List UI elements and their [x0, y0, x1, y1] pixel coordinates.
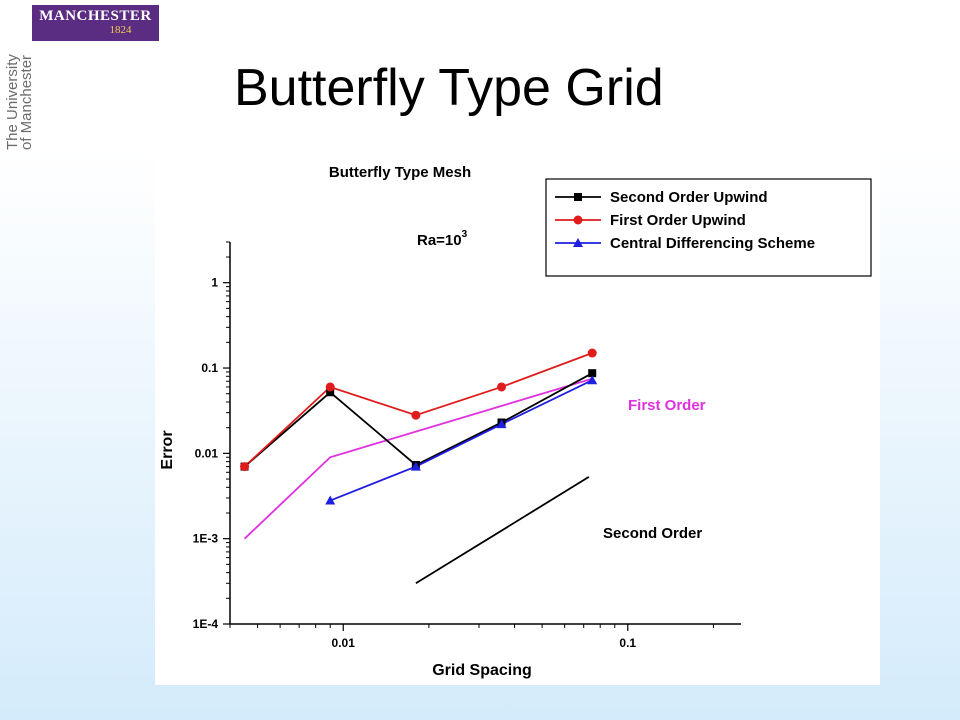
series-1-point [240, 462, 250, 472]
y-tick-label: 1 [211, 276, 218, 290]
chart-panel: 1 0.1 0.01 1E-3 1E-4 0.01 0.1 Butterfly Type M… [155, 155, 880, 685]
side-text-line2: of Manchester [18, 54, 35, 150]
legend-label-2: Central Differencing Scheme [610, 235, 815, 252]
chart-legend: Second Order Upwind First Order Upwind Cen… [545, 178, 872, 277]
series-0-point [588, 369, 597, 378]
series-1-point [411, 410, 421, 420]
legend-box [545, 178, 872, 277]
x-axis-label: Grid Spacing [432, 662, 532, 679]
y-axis-label: Error [159, 430, 176, 469]
series-2-point [325, 495, 336, 505]
series-line-1 [243, 352, 593, 468]
label-first-order: First Order [628, 397, 706, 414]
annotation-ra-base: Ra=10 [417, 232, 462, 249]
series-0-point [326, 388, 335, 397]
legend-label-1: First Order Upwind [610, 212, 746, 229]
y-tick-label: 1E-4 [193, 617, 219, 631]
slide-title: Butterfly Type Grid [234, 59, 664, 117]
series-1-point [325, 382, 335, 392]
logo-year: 1824 [109, 24, 132, 36]
series-line-0 [243, 372, 593, 468]
annotation-ra: Ra=103 [417, 229, 468, 249]
university-logo: MANCHESTER 1824 [32, 5, 159, 41]
reference-line-first-order [243, 377, 593, 540]
series-1-point [497, 382, 507, 392]
legend-label-0: Second Order Upwind [610, 189, 768, 206]
legend-marker-1 [573, 215, 583, 225]
series-1-point [587, 348, 597, 358]
series-line-2 [329, 379, 593, 502]
y-tick-label: 1E-3 [193, 532, 219, 546]
label-second-order: Second Order [603, 525, 702, 542]
x-tick-label: 0.01 [332, 636, 356, 650]
chart-title: Butterfly Type Mesh [329, 164, 471, 181]
x-tick-label: 0.1 [619, 636, 636, 650]
series-2-point [587, 375, 598, 385]
university-side-text: The University of Manchester [4, 35, 35, 150]
reference-line-second-order [415, 476, 590, 585]
series-2-point [496, 419, 507, 429]
legend-marker-0 [574, 193, 582, 201]
annotation-ra-exponent: 3 [462, 229, 468, 240]
y-tick-label: 0.01 [195, 446, 219, 460]
error-chart: 1 0.1 0.01 1E-3 1E-4 0.01 0.1 Butterfly Type M… [159, 164, 872, 679]
series-2-point [410, 461, 421, 471]
y-tick-label: 0.1 [201, 361, 218, 375]
legend-marker-2 [573, 238, 583, 247]
logo-name: MANCHESTER [39, 8, 152, 24]
